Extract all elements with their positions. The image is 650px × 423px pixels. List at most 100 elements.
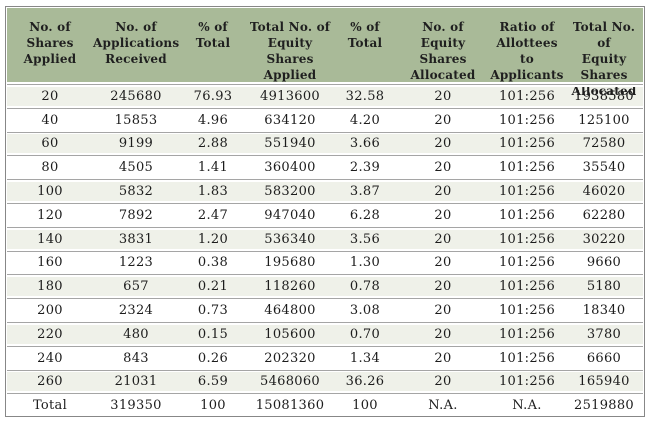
table-cell-equity-shares-allocated: 20 <box>434 207 452 223</box>
header-cell-equity-shares-applied: Total No. of Equity Shares Applied <box>249 20 331 82</box>
table-cell-shares-applied: 260 <box>37 374 63 390</box>
table-row: 80 4505 1.41 360400 2.39 20 101:256 35540 <box>7 158 643 178</box>
table-cell-shares-applied: 140 <box>37 231 63 247</box>
header-cell-shares-applied: No. of Shares Applied <box>23 20 77 66</box>
header-cell-total-equity-allocated: Total No. of Equity Shares Allocated <box>571 20 637 98</box>
table-cell-ratio-allottees: 101:256 <box>498 112 556 128</box>
table-cell-applications-received: 1223 <box>118 255 154 271</box>
table-cell-shares-applied: 220 <box>37 326 63 342</box>
table-cell-shares-applied: Total <box>32 398 68 414</box>
table-cell-total-equity-allocated: 62280 <box>582 207 626 223</box>
table-cell-pct-of-total-shares: 3.56 <box>349 231 381 247</box>
row-separator <box>7 153 643 159</box>
row-separator <box>7 177 643 182</box>
table-cell-applications-received: 480 <box>123 326 149 342</box>
table-cell-equity-shares-allocated: 20 <box>434 302 452 318</box>
table-cell-pct-of-total-applications: 0.15 <box>197 326 229 342</box>
table-cell-equity-shares-allocated: 20 <box>434 326 452 342</box>
table-cell-total-equity-allocated: 72580 <box>582 136 626 152</box>
table-cell-equity-shares-allocated: 20 <box>434 183 452 199</box>
table-cell-total-equity-allocated: 9660 <box>586 255 622 271</box>
table-cell-pct-of-total-applications: 0.38 <box>197 255 229 271</box>
table-row: 160 1223 0.38 195680 1.30 20 101:256 9660 <box>7 253 643 273</box>
table-cell-pct-of-total-shares: 3.87 <box>349 183 381 199</box>
table-cell-total-equity-allocated: 35540 <box>582 160 626 176</box>
table-cell-pct-of-total-applications: 1.41 <box>197 160 229 176</box>
table-cell-pct-of-total-shares: 0.70 <box>349 326 381 342</box>
table-row: 260 21031 6.59 5468060 36.26 20 101:256 165940 <box>7 372 643 392</box>
table-cell-equity-shares-allocated: 20 <box>434 279 452 295</box>
table-cell-applications-received: 9199 <box>118 136 154 152</box>
table-cell-equity-shares-applied: 5468060 <box>260 374 320 390</box>
table-cell-pct-of-total-applications: 100 <box>200 398 226 414</box>
table-row: 120 7892 2.47 947040 6.28 20 101:256 62280 <box>7 205 643 225</box>
table-cell-shares-applied: 240 <box>37 350 63 366</box>
table-cell-total-equity-allocated: 18340 <box>582 302 626 318</box>
table-cell-applications-received: 843 <box>123 350 149 366</box>
table-cell-total-equity-allocated: 1938580 <box>574 88 634 104</box>
table-cell-total-equity-allocated: 5180 <box>586 279 622 295</box>
header-cell-pct-of-total-shares: % of Total <box>347 20 383 50</box>
table-row: 200 2324 0.73 464800 3.08 20 101:256 18340 <box>7 300 643 320</box>
table-cell-pct-of-total-applications: 0.21 <box>197 279 229 295</box>
table-cell-pct-of-total-shares: 1.34 <box>349 350 381 366</box>
table-cell-ratio-allottees: 101:256 <box>498 160 556 176</box>
row-separator <box>7 224 643 230</box>
row-separator <box>7 105 643 111</box>
table-row: 40 15853 4.96 634120 4.20 20 101:256 125100 <box>7 110 643 130</box>
table-cell-applications-received: 319350 <box>110 398 162 414</box>
table-cell-equity-shares-applied: 464800 <box>264 302 316 318</box>
table-cell-total-equity-allocated: 6660 <box>586 350 622 366</box>
table-cell-equity-shares-applied: 105600 <box>264 326 316 342</box>
table-cell-ratio-allottees: 101:256 <box>498 374 556 390</box>
table-cell-total-equity-allocated: 3780 <box>586 326 622 342</box>
table-row: 100 5832 1.83 583200 3.87 20 101:256 46020 <box>7 181 643 201</box>
table-cell-ratio-allottees: N.A. <box>512 398 542 414</box>
row-separator <box>7 367 643 373</box>
table-cell-ratio-allottees: 101:256 <box>498 279 556 295</box>
total-row: Total 319350 100 15081360 100 N.A. N.A. 2519880 <box>7 396 643 416</box>
table-cell-shares-applied: 60 <box>41 136 59 152</box>
header-cell-ratio-allottees: Ratio of Allottees to Applicants <box>490 20 564 82</box>
table-cell-pct-of-total-shares: 1.30 <box>349 255 381 271</box>
table-cell-equity-shares-allocated: N.A. <box>428 398 458 414</box>
table-cell-ratio-allottees: 101:256 <box>498 350 556 366</box>
row-separator <box>7 82 643 87</box>
table-cell-applications-received: 2324 <box>118 302 154 318</box>
table-cell-pct-of-total-shares: 4.20 <box>349 112 381 128</box>
table-cell-ratio-allottees: 101:256 <box>498 183 556 199</box>
table-cell-pct-of-total-shares: 2.39 <box>349 160 381 176</box>
table-cell-applications-received: 7892 <box>118 207 154 223</box>
row-separator <box>7 319 643 325</box>
table-cell-ratio-allottees: 101:256 <box>498 326 556 342</box>
table-cell-total-equity-allocated: 125100 <box>578 112 630 128</box>
header-cell-equity-shares-allocated: No. of Equity Shares Allocated <box>410 20 476 82</box>
table-cell-equity-shares-allocated: 20 <box>434 88 452 104</box>
table-cell-pct-of-total-shares: 36.26 <box>345 374 385 390</box>
table-cell-ratio-allottees: 101:256 <box>498 207 556 223</box>
table-cell-applications-received: 245680 <box>110 88 162 104</box>
table-cell-equity-shares-allocated: 20 <box>434 374 452 390</box>
table-cell-pct-of-total-applications: 4.96 <box>197 112 229 128</box>
table-cell-equity-shares-applied: 195680 <box>264 255 316 271</box>
row-separator <box>7 343 643 349</box>
table-cell-pct-of-total-applications: 6.59 <box>197 374 229 390</box>
table-cell-equity-shares-applied: 634120 <box>264 112 316 128</box>
table-cell-pct-of-total-shares: 3.66 <box>349 136 381 152</box>
table-cell-applications-received: 3831 <box>118 231 154 247</box>
table-cell-equity-shares-applied: 583200 <box>264 183 316 199</box>
table-cell-ratio-allottees: 101:256 <box>498 302 556 318</box>
table-cell-ratio-allottees: 101:256 <box>498 136 556 152</box>
table-cell-pct-of-total-applications: 0.73 <box>197 302 229 318</box>
table-cell-equity-shares-applied: 15081360 <box>255 398 325 414</box>
table-cell-ratio-allottees: 101:256 <box>498 231 556 247</box>
table-cell-shares-applied: 40 <box>41 112 59 128</box>
table-cell-shares-applied: 160 <box>37 255 63 271</box>
table-cell-pct-of-total-shares: 100 <box>352 398 378 414</box>
table-cell-equity-shares-applied: 360400 <box>264 160 316 176</box>
row-separator <box>7 200 643 206</box>
header-cell-applications-received: No. of Applications Received <box>93 20 180 66</box>
table-cell-shares-applied: 200 <box>37 302 63 318</box>
table-cell-pct-of-total-shares: 32.58 <box>345 88 385 104</box>
